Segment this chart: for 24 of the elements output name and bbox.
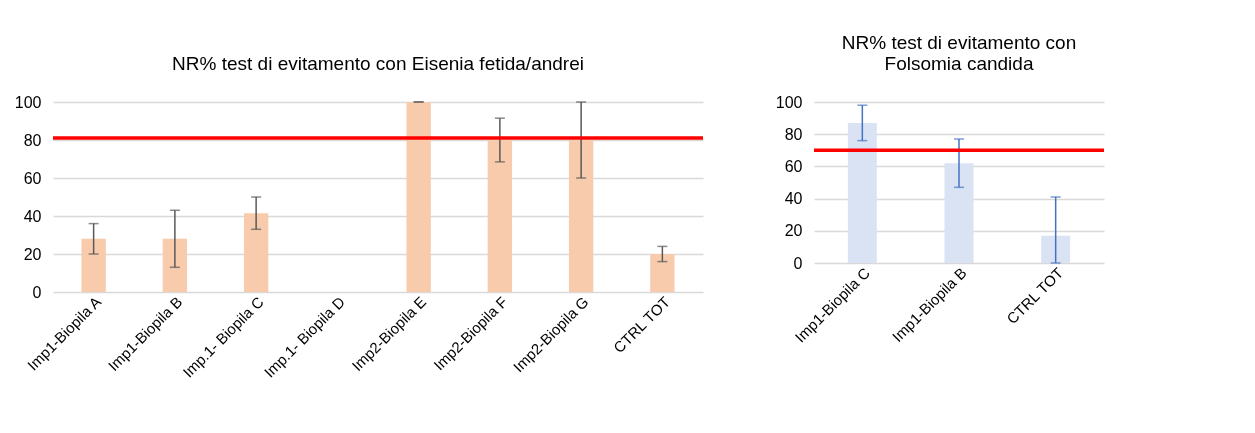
bar	[650, 254, 675, 292]
bar	[81, 238, 106, 292]
y-tick-label: 80	[784, 125, 803, 143]
y-tick-label: 0	[793, 254, 803, 272]
y-tick-label: 0	[32, 283, 42, 301]
y-tick-label: 100	[14, 93, 42, 111]
y-tick-label: 60	[23, 169, 42, 187]
y-tick-label: 40	[784, 190, 803, 208]
y-tick-label: 80	[23, 131, 42, 149]
bar	[487, 140, 513, 292]
bar	[243, 213, 269, 292]
bar	[406, 102, 431, 292]
bar	[1041, 235, 1071, 263]
bar	[847, 122, 877, 263]
bar	[162, 238, 188, 292]
y-tick-label: 20	[23, 245, 42, 263]
bar	[944, 163, 974, 263]
y-tick-label: 20	[784, 222, 803, 240]
chart-title: NR% test di evitamento con Folsomia candida	[841, 32, 1077, 74]
chart-title: NR% test di evitamento con Eisenia fetida/andrei	[172, 53, 584, 74]
y-tick-label: 40	[23, 207, 42, 225]
bar	[568, 140, 594, 292]
y-tick-label: 60	[784, 157, 803, 175]
y-tick-label: 100	[775, 93, 803, 111]
